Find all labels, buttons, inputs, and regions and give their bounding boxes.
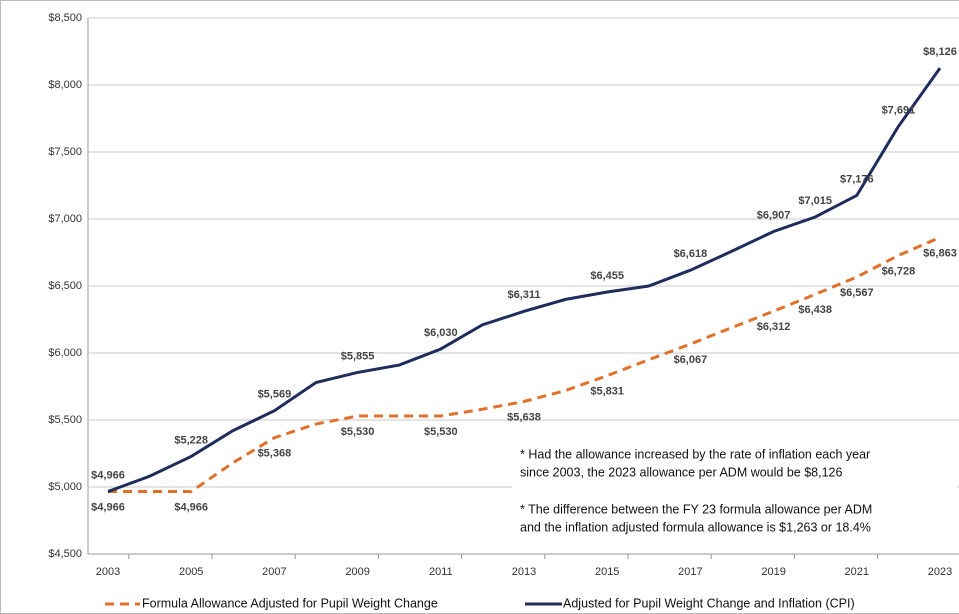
legend-label: Formula Allowance Adjusted for Pupil Wei… (142, 596, 438, 610)
annotation: since 2003, the 2023 allowance per ADM w… (520, 465, 842, 479)
data-label: $5,530 (341, 426, 375, 438)
data-label: $7,691 (882, 104, 916, 116)
data-label: $6,567 (840, 287, 874, 299)
x-tick-label: 2003 (96, 566, 120, 578)
y-tick-label: $5,000 (48, 481, 82, 493)
data-label: $6,311 (507, 289, 540, 301)
data-label: $6,728 (882, 265, 916, 277)
data-label: $5,831 (590, 386, 624, 398)
y-tick-label: $5,500 (48, 414, 82, 426)
x-tick-label: 2007 (262, 566, 286, 578)
data-label: $4,966 (174, 501, 208, 513)
annotation: * The difference between the FY 23 formu… (520, 502, 872, 516)
y-tick-label: $7,000 (48, 213, 82, 225)
line (108, 235, 941, 494)
data-label: $6,907 (757, 209, 791, 221)
x-tick-label: 2021 (845, 566, 869, 578)
annotation-box (512, 442, 957, 542)
legend-label: Adjusted for Pupil Weight Change and Inf… (563, 596, 855, 610)
annotation: * Had the allowance increased by the rat… (520, 447, 870, 461)
data-label: $4,966 (91, 501, 125, 513)
y-tick-label: $7,500 (48, 146, 82, 158)
data-label: $5,855 (341, 350, 375, 362)
data-label: $4,966 (91, 469, 125, 481)
annotation: and the inflation adjusted formula allow… (520, 520, 871, 534)
data-label: $5,638 (507, 411, 541, 423)
data-label: $7,015 (798, 195, 832, 207)
data-label: $6,067 (674, 354, 708, 366)
data-label: $6,863 (923, 247, 957, 259)
y-tick-label: $8,000 (48, 79, 82, 91)
y-tick-label: $8,500 (48, 12, 82, 24)
data-label: $6,312 (757, 321, 791, 333)
x-tick-label: 2013 (512, 566, 536, 578)
data-label: $5,569 (258, 389, 292, 401)
y-tick-label: $4,500 (48, 548, 82, 560)
data-label: $6,455 (590, 270, 624, 282)
data-label: $6,438 (798, 304, 832, 316)
x-tick-label: 2017 (678, 566, 702, 578)
x-tick-label: 2005 (179, 566, 203, 578)
data-label: $5,368 (258, 448, 292, 460)
data-label: $7,176 (840, 173, 874, 185)
y-tick-label: $6,000 (48, 347, 82, 359)
line (107, 67, 942, 493)
data-label: $6,030 (424, 327, 458, 339)
data-label: $8,126 (923, 46, 957, 58)
data-label: $6,618 (674, 248, 708, 260)
x-tick-label: 2023 (928, 566, 952, 578)
data-label: $5,530 (424, 426, 458, 438)
y-tick-label: $6,500 (48, 280, 82, 292)
x-tick-label: 2015 (595, 566, 619, 578)
x-tick-label: 2019 (761, 566, 785, 578)
data-label: $5,228 (174, 434, 208, 446)
x-tick-label: 2009 (345, 566, 369, 578)
x-tick-label: 2011 (429, 566, 453, 578)
